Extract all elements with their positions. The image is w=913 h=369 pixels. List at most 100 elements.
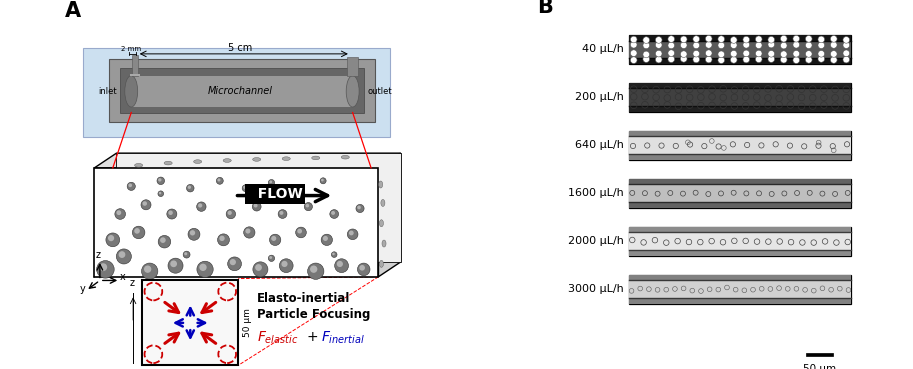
Bar [629, 275, 851, 304]
Circle shape [243, 186, 247, 189]
Ellipse shape [311, 156, 320, 160]
Circle shape [269, 180, 272, 183]
Circle shape [818, 42, 824, 49]
Circle shape [730, 51, 737, 57]
Circle shape [106, 233, 120, 247]
Bar [629, 202, 851, 208]
Circle shape [331, 252, 337, 258]
Ellipse shape [380, 261, 383, 267]
Circle shape [693, 56, 699, 63]
Circle shape [843, 37, 850, 43]
Circle shape [168, 258, 183, 273]
Polygon shape [379, 153, 401, 277]
Circle shape [805, 56, 812, 63]
Text: 5 cm: 5 cm [228, 43, 252, 53]
Circle shape [755, 36, 762, 42]
Circle shape [706, 50, 712, 56]
Text: outlet: outlet [367, 87, 392, 96]
Circle shape [331, 211, 335, 215]
Circle shape [255, 264, 262, 271]
Circle shape [332, 253, 335, 255]
Ellipse shape [346, 76, 359, 107]
Circle shape [831, 35, 837, 42]
Polygon shape [121, 68, 363, 113]
Circle shape [216, 177, 224, 184]
Circle shape [190, 230, 195, 235]
Circle shape [310, 266, 318, 273]
Bar [143, 282, 237, 364]
Circle shape [843, 56, 850, 63]
Circle shape [330, 210, 339, 218]
Circle shape [226, 209, 236, 219]
Bar [629, 83, 851, 89]
Circle shape [277, 189, 281, 194]
Bar [629, 250, 851, 256]
Polygon shape [117, 153, 401, 262]
Circle shape [693, 42, 699, 49]
Circle shape [298, 229, 302, 234]
Circle shape [730, 56, 737, 63]
Circle shape [793, 35, 800, 42]
Circle shape [358, 263, 370, 276]
Text: 50 μm: 50 μm [803, 364, 836, 369]
Circle shape [768, 37, 774, 43]
Circle shape [119, 251, 125, 258]
Text: FLOW: FLOW [247, 187, 302, 201]
Polygon shape [347, 57, 358, 76]
Circle shape [115, 209, 125, 219]
Bar [166, 301, 215, 344]
Circle shape [295, 186, 298, 189]
Polygon shape [130, 74, 140, 76]
Circle shape [244, 227, 255, 238]
Circle shape [129, 183, 132, 187]
Circle shape [357, 206, 361, 209]
Bar [157, 293, 224, 352]
Circle shape [818, 56, 824, 62]
Bar [629, 83, 851, 112]
Bar [163, 299, 217, 346]
Circle shape [188, 228, 200, 240]
Circle shape [743, 36, 750, 43]
Bar [629, 298, 851, 304]
Circle shape [167, 209, 177, 219]
Circle shape [805, 51, 812, 57]
Circle shape [219, 236, 225, 241]
Text: 1600 μL/h: 1600 μL/h [568, 188, 624, 199]
Circle shape [793, 57, 800, 63]
Ellipse shape [253, 158, 261, 161]
Circle shape [768, 41, 774, 48]
Circle shape [706, 42, 712, 48]
Bar [629, 179, 851, 184]
Circle shape [349, 231, 353, 235]
Circle shape [158, 178, 162, 182]
Bar [148, 285, 233, 361]
Circle shape [117, 210, 121, 215]
Text: z: z [96, 250, 101, 260]
Circle shape [680, 36, 687, 43]
Bar [155, 292, 226, 354]
Bar [629, 154, 851, 160]
Circle shape [718, 57, 725, 63]
Circle shape [196, 202, 206, 211]
Circle shape [253, 262, 268, 277]
Circle shape [134, 228, 140, 234]
Text: x: x [120, 272, 126, 282]
Circle shape [199, 264, 206, 271]
Text: 2 mm: 2 mm [121, 46, 142, 52]
Circle shape [306, 204, 310, 207]
Circle shape [308, 263, 324, 279]
Circle shape [159, 192, 162, 194]
Circle shape [743, 50, 750, 57]
Bar [146, 284, 235, 362]
Circle shape [730, 42, 737, 48]
Ellipse shape [341, 155, 350, 159]
Circle shape [347, 229, 358, 239]
Bar [149, 286, 232, 359]
Ellipse shape [282, 157, 290, 161]
Bar [161, 297, 220, 349]
Text: 640 μL/h: 640 μL/h [575, 140, 624, 151]
Circle shape [197, 261, 214, 277]
Circle shape [278, 210, 287, 218]
Bar [167, 303, 214, 343]
Circle shape [643, 37, 649, 44]
